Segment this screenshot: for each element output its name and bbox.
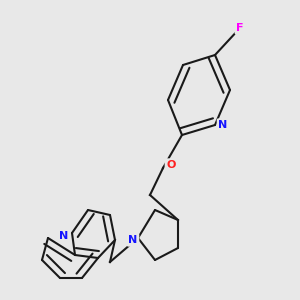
Text: O: O <box>166 160 176 170</box>
Text: N: N <box>218 120 228 130</box>
Text: F: F <box>236 23 244 33</box>
Text: N: N <box>128 235 138 245</box>
Text: N: N <box>59 231 69 241</box>
